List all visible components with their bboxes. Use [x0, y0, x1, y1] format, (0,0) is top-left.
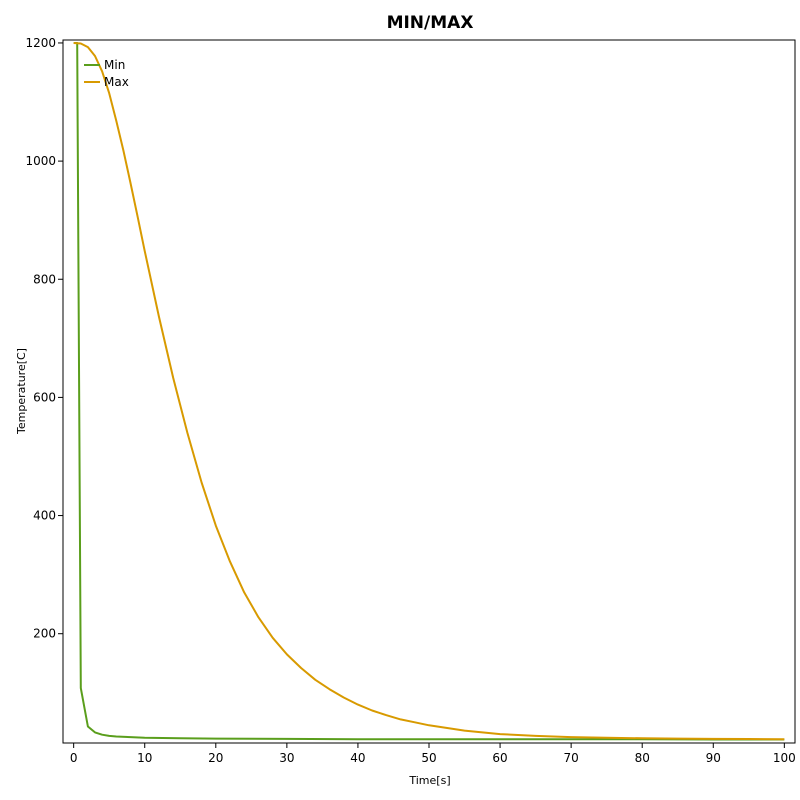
y-tick-label: 1200 [25, 36, 56, 50]
series-line-max [73, 42, 785, 741]
legend: Min Max [84, 58, 129, 89]
x-tick-label: 80 [635, 751, 650, 765]
x-tick-label: 90 [706, 751, 721, 765]
y-tick-label: 600 [33, 390, 56, 404]
x-tick-label: 10 [137, 751, 152, 765]
legend-label-min: Min [104, 58, 125, 72]
x-axis-label: Time[s] [408, 774, 450, 787]
x-tick-label: 20 [208, 751, 223, 765]
plot-area-frame [62, 39, 796, 744]
x-tick-label: 40 [350, 751, 365, 765]
legend-label-max: Max [104, 75, 129, 89]
x-tick-label: 60 [492, 751, 507, 765]
x-tick-label: 0 [70, 751, 78, 765]
chart-title: MIN/MAX [387, 13, 474, 33]
x-tick-label: 30 [279, 751, 294, 765]
x-tick-label: 70 [563, 751, 578, 765]
y-tick-label: 1000 [25, 154, 56, 168]
series-line-min [73, 42, 785, 741]
x-tick-label: 100 [773, 751, 796, 765]
y-axis-label: Temperature[C] [15, 348, 28, 435]
x-tick-label: 50 [421, 751, 436, 765]
y-tick-label: 400 [33, 509, 56, 523]
y-tick-label: 800 [33, 272, 56, 286]
y-tick-label: 200 [33, 627, 56, 641]
